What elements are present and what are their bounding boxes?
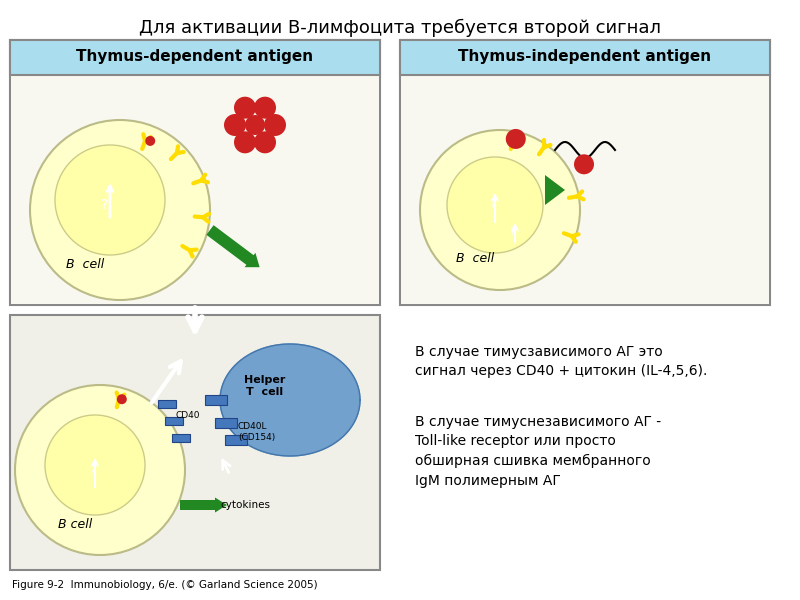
Text: Для активации В-лимфоцита требуется второй сигнал: Для активации В-лимфоцита требуется втор… — [139, 19, 661, 37]
Text: Helper: Helper — [244, 375, 286, 385]
Bar — [401, 75, 769, 304]
Circle shape — [234, 97, 256, 119]
Text: CD40L
(CD154): CD40L (CD154) — [238, 422, 275, 442]
Text: T  cell: T cell — [246, 387, 283, 397]
Circle shape — [254, 97, 276, 119]
Bar — [11, 75, 379, 304]
Circle shape — [117, 394, 127, 404]
Text: B cell: B cell — [58, 518, 92, 532]
Text: ?: ? — [102, 198, 109, 212]
Text: cytokines: cytokines — [220, 500, 270, 510]
Text: Thymus-independent antigen: Thymus-independent antigen — [458, 49, 711, 64]
FancyArrow shape — [206, 225, 259, 267]
Circle shape — [30, 120, 210, 300]
Circle shape — [245, 115, 265, 135]
Bar — [215, 418, 237, 428]
Bar — [205, 395, 227, 405]
Circle shape — [234, 131, 256, 154]
Text: Thymus-dependent antigen: Thymus-dependent antigen — [77, 49, 314, 64]
Bar — [165, 417, 183, 425]
Text: B  cell: B cell — [66, 259, 104, 271]
Circle shape — [55, 145, 165, 255]
Circle shape — [146, 136, 155, 146]
Bar — [10, 40, 380, 75]
Circle shape — [254, 131, 276, 154]
Circle shape — [45, 415, 145, 515]
Polygon shape — [220, 344, 360, 456]
Bar — [225, 435, 247, 445]
Bar — [400, 40, 770, 305]
Text: В случае тимуснезависимого АГ -
Toll-like receptor или просто
обширная сшивка ме: В случае тимуснезависимого АГ - Toll-lik… — [415, 415, 661, 488]
FancyArrow shape — [180, 497, 227, 512]
Circle shape — [15, 385, 185, 555]
Text: Figure 9-2  Immunobiology, 6/e. (© Garland Science 2005): Figure 9-2 Immunobiology, 6/e. (© Garlan… — [12, 580, 318, 590]
Circle shape — [224, 114, 246, 136]
Text: ?: ? — [89, 463, 95, 476]
Text: ?: ? — [489, 199, 495, 211]
Text: ?: ? — [509, 227, 515, 237]
Circle shape — [447, 157, 543, 253]
Circle shape — [420, 130, 580, 290]
Bar — [400, 40, 770, 75]
Text: B  cell: B cell — [456, 251, 494, 265]
Circle shape — [506, 129, 526, 149]
Text: В случае тимусзависимого АГ это
сигнал через CD40 + цитокин (IL-4,5,6).: В случае тимусзависимого АГ это сигнал ч… — [415, 345, 707, 379]
Bar — [172, 434, 190, 442]
Polygon shape — [545, 175, 565, 205]
Text: CD40: CD40 — [175, 410, 199, 419]
Circle shape — [264, 114, 286, 136]
Bar — [10, 40, 380, 305]
Bar — [10, 315, 380, 570]
Bar — [158, 400, 176, 408]
Circle shape — [574, 154, 594, 174]
